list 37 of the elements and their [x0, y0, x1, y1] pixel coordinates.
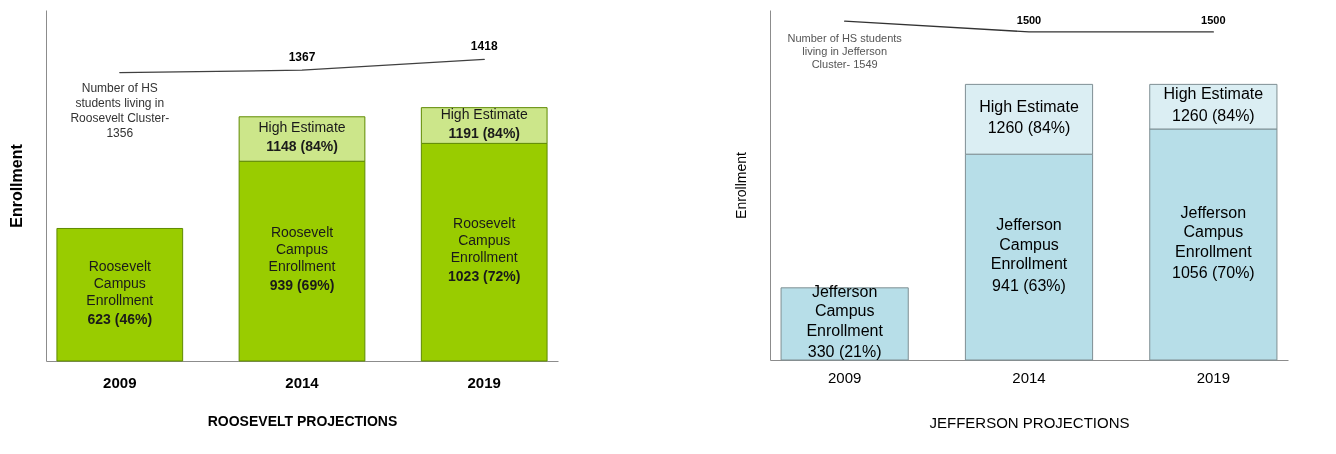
text: Roosevelt Campus Enrollment [268, 224, 336, 275]
data-label: 941 (63%) [992, 276, 1066, 294]
bar [56, 227, 184, 362]
data-label: 1023 (72%) [448, 268, 521, 285]
x-tick-label: 2014 [285, 373, 320, 391]
data-label: 623 (46%) [87, 310, 153, 327]
data-label: 1500 [1201, 13, 1226, 26]
total-label: 1260 (84%) [987, 119, 1071, 137]
text: High Estimate [258, 119, 346, 136]
total-label: 1260 (84%) [1171, 106, 1255, 124]
text: Jefferson Campus Enrollment [990, 216, 1068, 273]
data-label: 330 (21%) [807, 343, 882, 361]
data-label: 1500 [1016, 13, 1042, 26]
text: Jefferson Campus Enrollment [1175, 203, 1252, 260]
x-tick-label: 2009 [103, 373, 137, 391]
data-label: 939 (69%) [269, 277, 335, 294]
x-tick-label: 2019 [467, 373, 501, 391]
series-label: Roosevelt Campus Enrollment [86, 257, 154, 308]
text: High Estimate [979, 97, 1079, 115]
data-label: 1418 [470, 39, 498, 54]
total-label: 1148 (84%) [266, 138, 338, 155]
series-label: Jefferson Campus Enrollment [806, 282, 884, 339]
x-axis-title: ROOSEVELT PROJECTIONS [207, 412, 398, 429]
annotation: Number of HS students living in Jefferson Cluster- 1549 [787, 32, 903, 71]
text: Roosevelt Campus Enrollment [450, 215, 518, 266]
total-label: 1191 (84%) [448, 124, 521, 141]
x-tick-label: 2009 [827, 368, 862, 386]
data-label: 1056 (70%) [1171, 264, 1255, 281]
x-axis-title: JEFFERSON PROJECTIONS [929, 413, 1130, 431]
x-tick-label: 2014 [1012, 368, 1046, 386]
x-tick-label: 2019 [1196, 368, 1231, 386]
series-label: High Estimate [1163, 85, 1264, 103]
series-label: High Estimate [440, 105, 528, 122]
annotation: Number of HS students living in Roosevelt Cluster- 1356 [70, 80, 170, 140]
y-axis-title: Enrollment [732, 151, 749, 219]
data-label: 1367 [288, 50, 316, 65]
y-axis-title: Enrollment [7, 143, 25, 228]
